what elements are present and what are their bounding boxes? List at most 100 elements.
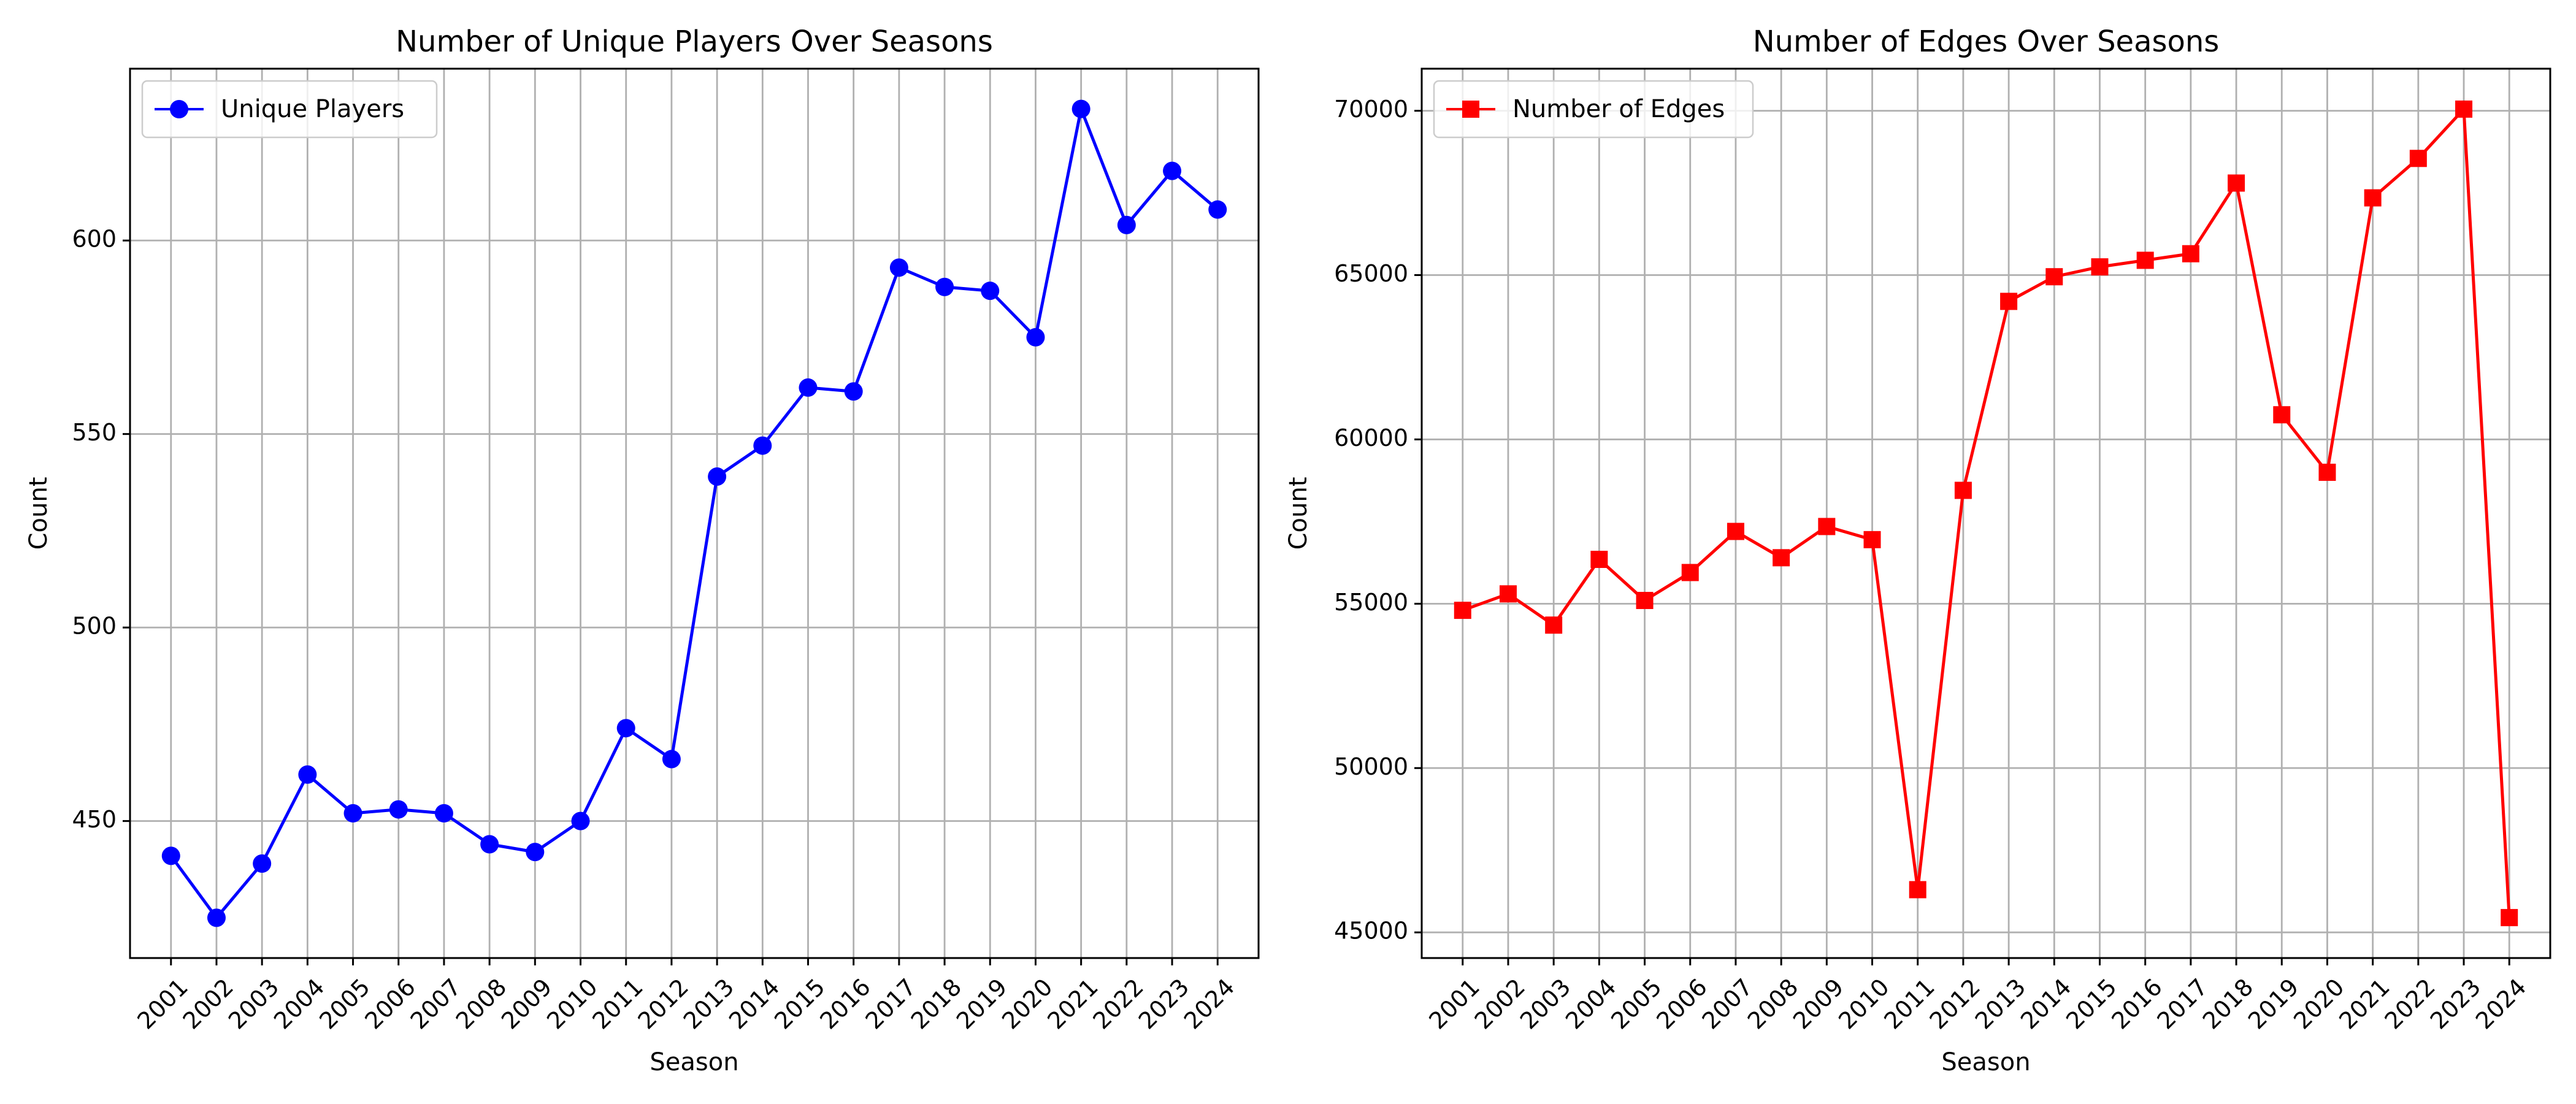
- y-tick-label: 45000: [1334, 918, 1408, 945]
- x-tick-label: 2013: [678, 973, 740, 1035]
- legend-box: [1433, 80, 1754, 139]
- x-tick-label: 2007: [405, 973, 467, 1035]
- axis-ticks: 2001200220032004200520062007200820092010…: [1334, 96, 2531, 1034]
- x-tick-label: 2023: [1133, 973, 1195, 1035]
- data-point: [1499, 585, 1517, 603]
- data-point: [2000, 293, 2018, 310]
- x-tick-label: 2022: [1087, 973, 1149, 1035]
- data-point: [844, 382, 863, 401]
- data-point: [1163, 161, 1182, 180]
- data-point: [981, 282, 1000, 301]
- x-tick-label: 2005: [314, 973, 375, 1035]
- data-point: [799, 378, 818, 397]
- chart-title: Number of Edges Over Seasons: [1753, 25, 2220, 59]
- series-line: [169, 107, 1219, 919]
- data-point: [434, 804, 453, 823]
- data-point: [1454, 602, 1471, 619]
- data-point: [2364, 189, 2382, 207]
- data-point: [1636, 591, 1654, 609]
- data-point: [571, 811, 590, 830]
- x-tick-label: 2019: [951, 973, 1013, 1035]
- x-tick-label: 2016: [2106, 973, 2168, 1035]
- y-tick-label: 500: [72, 613, 117, 640]
- data-point: [753, 436, 772, 455]
- x-tick-label: 2011: [1879, 973, 1940, 1035]
- y-tick-label: 65000: [1334, 260, 1408, 287]
- x-tick-label: 2015: [2061, 973, 2122, 1035]
- x-tick-label: 2024: [1179, 973, 1240, 1035]
- x-tick-label: 2001: [1424, 973, 1485, 1035]
- x-tick-label: 2013: [1970, 973, 2031, 1035]
- x-tick-label: 2018: [2198, 973, 2259, 1035]
- data-point: [2455, 100, 2473, 118]
- data-point: [2228, 174, 2245, 192]
- data-point: [161, 846, 180, 865]
- data-point: [1818, 518, 1836, 535]
- x-tick-label: 2020: [997, 973, 1058, 1035]
- data-point: [1590, 551, 1608, 569]
- data-point: [207, 908, 226, 927]
- x-tick-label: 2004: [1560, 973, 1622, 1035]
- data-point: [2136, 251, 2154, 269]
- x-tick-label: 2012: [1925, 973, 1986, 1035]
- x-tick-label: 2017: [861, 973, 922, 1035]
- x-tick-label: 2021: [2334, 973, 2395, 1035]
- data-point: [1727, 523, 1744, 540]
- data-point: [1954, 481, 1972, 499]
- data-point: [1071, 99, 1091, 118]
- data-point: [708, 467, 727, 486]
- x-tick-label: 2003: [1515, 973, 1576, 1035]
- x-tick-label: 2001: [132, 973, 193, 1035]
- data-point: [1909, 881, 1926, 899]
- chart-title: Number of Unique Players Over Seasons: [396, 25, 993, 59]
- grid: [130, 69, 1259, 958]
- axis-ticks: 2001200220032004200520062007200820092010…: [72, 226, 1240, 1035]
- legend: Number of Edges: [1433, 80, 1754, 139]
- data-point: [298, 765, 317, 784]
- data-point: [1026, 328, 1045, 347]
- x-tick-label: 2021: [1042, 973, 1103, 1035]
- x-tick-label: 2016: [815, 973, 876, 1035]
- x-tick-label: 2002: [178, 973, 239, 1035]
- x-tick-label: 2007: [1697, 973, 1758, 1035]
- x-tick-label: 2002: [1470, 973, 1531, 1035]
- x-tick-label: 2022: [2379, 973, 2440, 1035]
- data-point: [2318, 464, 2336, 481]
- x-tick-label: 2006: [359, 973, 421, 1035]
- x-tick-label: 2008: [451, 973, 512, 1035]
- data-point: [480, 835, 499, 854]
- data-point: [2501, 909, 2518, 927]
- series-line: [1462, 107, 2511, 918]
- x-axis-label: Season: [650, 1048, 738, 1076]
- x-tick-label: 2010: [542, 973, 603, 1035]
- y-tick-label: 70000: [1334, 96, 1408, 123]
- plot-frame: [1420, 67, 2551, 959]
- data-series: [161, 99, 1227, 927]
- data-point: [2045, 268, 2063, 286]
- legend-marker: [1462, 101, 1479, 118]
- plot-frame: [129, 67, 1260, 959]
- data-point: [1545, 616, 1563, 634]
- y-tick-label: 60000: [1334, 424, 1408, 451]
- x-tick-label: 2020: [2288, 973, 2350, 1035]
- x-tick-label: 2009: [496, 973, 558, 1035]
- y-tick-label: 450: [72, 806, 117, 833]
- data-point: [253, 854, 272, 873]
- data-point: [1681, 564, 1699, 581]
- data-point: [343, 804, 362, 823]
- x-tick-label: 2009: [1788, 973, 1849, 1035]
- x-tick-label: 2012: [633, 973, 694, 1035]
- data-point: [935, 277, 954, 296]
- legend-box: [141, 80, 438, 139]
- x-tick-label: 2003: [223, 973, 285, 1035]
- x-tick-label: 2014: [2015, 973, 2077, 1035]
- x-tick-label: 2010: [1833, 973, 1895, 1035]
- y-axis-label: Count: [1284, 477, 1313, 550]
- legend: Unique Players: [141, 80, 438, 139]
- x-tick-label: 2008: [1742, 973, 1804, 1035]
- y-tick-label: 50000: [1334, 753, 1408, 780]
- data-series: [1454, 100, 2518, 927]
- x-axis-label: Season: [1941, 1048, 2030, 1076]
- data-point: [1863, 531, 1881, 548]
